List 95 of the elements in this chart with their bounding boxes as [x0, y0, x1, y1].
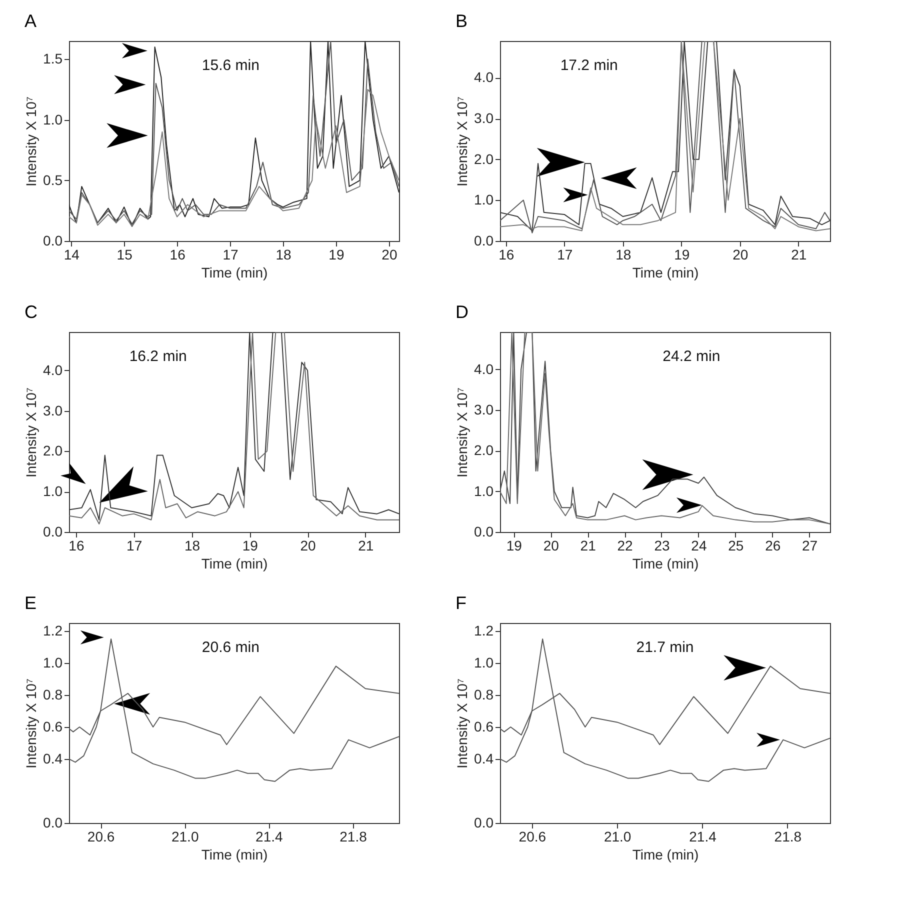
x-tick-label: 20.6 — [87, 828, 115, 844]
x-tick-label: 21 — [580, 538, 596, 554]
x-tick-label: 22 — [617, 538, 634, 554]
y-tick-label: 0.4 — [43, 750, 63, 766]
y-tick-label: 1.5 — [43, 50, 63, 67]
y-axis-title: Intensity X 10⁷ — [23, 388, 40, 478]
y-axis-title: Intensity X 10⁷ — [23, 678, 40, 768]
x-tick-label: 21.8 — [774, 828, 802, 844]
x-axis-title: Time (min) — [201, 556, 268, 572]
line-series — [500, 638, 830, 782]
y-tick-label: 0.0 — [43, 524, 63, 540]
x-tick-label: 16 — [498, 246, 514, 262]
x-tick-label: 17 — [126, 538, 142, 554]
chart-title: F — [456, 593, 467, 613]
annotation: 20.6 min — [202, 639, 260, 656]
chart-title: D — [456, 302, 469, 322]
x-tick-label: 21.0 — [171, 828, 199, 844]
x-tick-label: 24 — [691, 538, 707, 554]
chart-title: E — [24, 593, 37, 613]
x-tick-label: 18 — [616, 246, 632, 262]
x-axis-title: Time (min) — [201, 846, 268, 862]
x-tick-label: 23 — [654, 538, 670, 554]
y-tick-label: 1.0 — [43, 111, 63, 128]
y-tick-label: 2.0 — [474, 442, 494, 458]
x-tick-label: 15 — [116, 246, 133, 262]
x-axis-title: Time (min) — [632, 556, 699, 572]
x-tick-label: 20 — [732, 246, 748, 262]
line-series — [69, 638, 399, 782]
y-tick-label: 3.0 — [474, 110, 494, 126]
y-tick-label: 2.0 — [43, 442, 63, 459]
y-tick-label: 1.2 — [474, 622, 494, 638]
y-tick-label: 0.8 — [43, 686, 63, 702]
y-tick-label: 0.8 — [474, 686, 494, 702]
y-tick-label: 1.2 — [43, 622, 63, 638]
line-series — [69, 88, 399, 227]
y-tick-label: 0.0 — [474, 814, 494, 830]
x-tick-label: 21.4 — [256, 828, 284, 844]
chart-title: C — [24, 302, 38, 322]
x-tick-label: 25 — [728, 538, 744, 554]
x-tick-label: 27 — [802, 538, 818, 554]
annotation: 15.6 min — [202, 57, 260, 74]
y-axis-title: Intensity X 10⁷ — [23, 96, 40, 186]
y-tick-label: 3.0 — [474, 402, 494, 418]
y-axis-title: Intensity X 10⁷ — [454, 96, 470, 186]
y-tick-label: 1.0 — [474, 192, 494, 208]
y-tick-label: 0.0 — [474, 232, 494, 248]
y-tick-label: 2.0 — [474, 150, 494, 167]
x-tick-label: 20 — [543, 538, 560, 554]
y-tick-label: 1.0 — [43, 654, 63, 670]
x-tick-label: 19 — [506, 538, 522, 554]
y-tick-label: 0.0 — [43, 232, 63, 248]
y-tick-label: 0.4 — [474, 750, 494, 766]
y-tick-label: 0.0 — [43, 814, 63, 830]
x-tick-label: 20.6 — [518, 828, 546, 844]
x-tick-label: 19 — [674, 246, 690, 262]
x-tick-label: 21 — [358, 538, 374, 554]
x-tick-label: 17 — [557, 246, 573, 262]
x-tick-label: 18 — [276, 246, 292, 262]
x-tick-label: 20 — [382, 246, 398, 262]
y-tick-label: 4.0 — [474, 69, 494, 86]
annotation: 16.2 min — [129, 348, 187, 365]
annotation: 21.7 min — [636, 639, 694, 656]
y-tick-label: 1.0 — [474, 654, 494, 670]
annotation: 17.2 min — [560, 57, 618, 74]
y-tick-label: 1.0 — [474, 482, 494, 499]
chart-title: B — [456, 11, 468, 31]
x-tick-label: 16 — [170, 246, 186, 262]
y-tick-label: 4.0 — [474, 360, 494, 377]
x-tick-label: 19 — [242, 538, 258, 554]
x-tick-label: 20 — [300, 538, 316, 554]
x-tick-label: 18 — [184, 538, 200, 554]
x-tick-label: 14 — [64, 246, 80, 262]
x-tick-label: 21.0 — [604, 828, 632, 844]
x-axis-title: Time (min) — [632, 846, 699, 862]
x-tick-label: 26 — [765, 538, 781, 554]
x-tick-label: 17 — [222, 246, 239, 262]
y-tick-label: 0.6 — [43, 718, 63, 734]
x-tick-label: 16 — [68, 538, 84, 554]
y-tick-label: 0.0 — [474, 524, 494, 540]
chart-title: A — [24, 11, 37, 31]
y-tick-label: 3.0 — [43, 402, 63, 418]
y-tick-label: 1.0 — [43, 483, 63, 500]
y-tick-label: 0.6 — [474, 718, 494, 734]
x-tick-label: 21.8 — [340, 828, 368, 844]
x-axis-title: Time (min) — [632, 264, 699, 280]
y-tick-label: 4.0 — [43, 362, 63, 378]
y-axis-title: Intensity X 10⁷ — [454, 678, 470, 768]
y-tick-label: 0.5 — [43, 172, 63, 188]
x-axis-title: Time (min) — [201, 264, 268, 280]
x-tick-label: 21 — [791, 246, 807, 262]
y-axis-title: Intensity X 10⁷ — [454, 388, 470, 478]
line-series — [500, 332, 830, 524]
annotation: 24.2 min — [662, 348, 720, 365]
x-tick-label: 21.4 — [689, 828, 717, 844]
x-tick-label: 19 — [328, 246, 344, 262]
